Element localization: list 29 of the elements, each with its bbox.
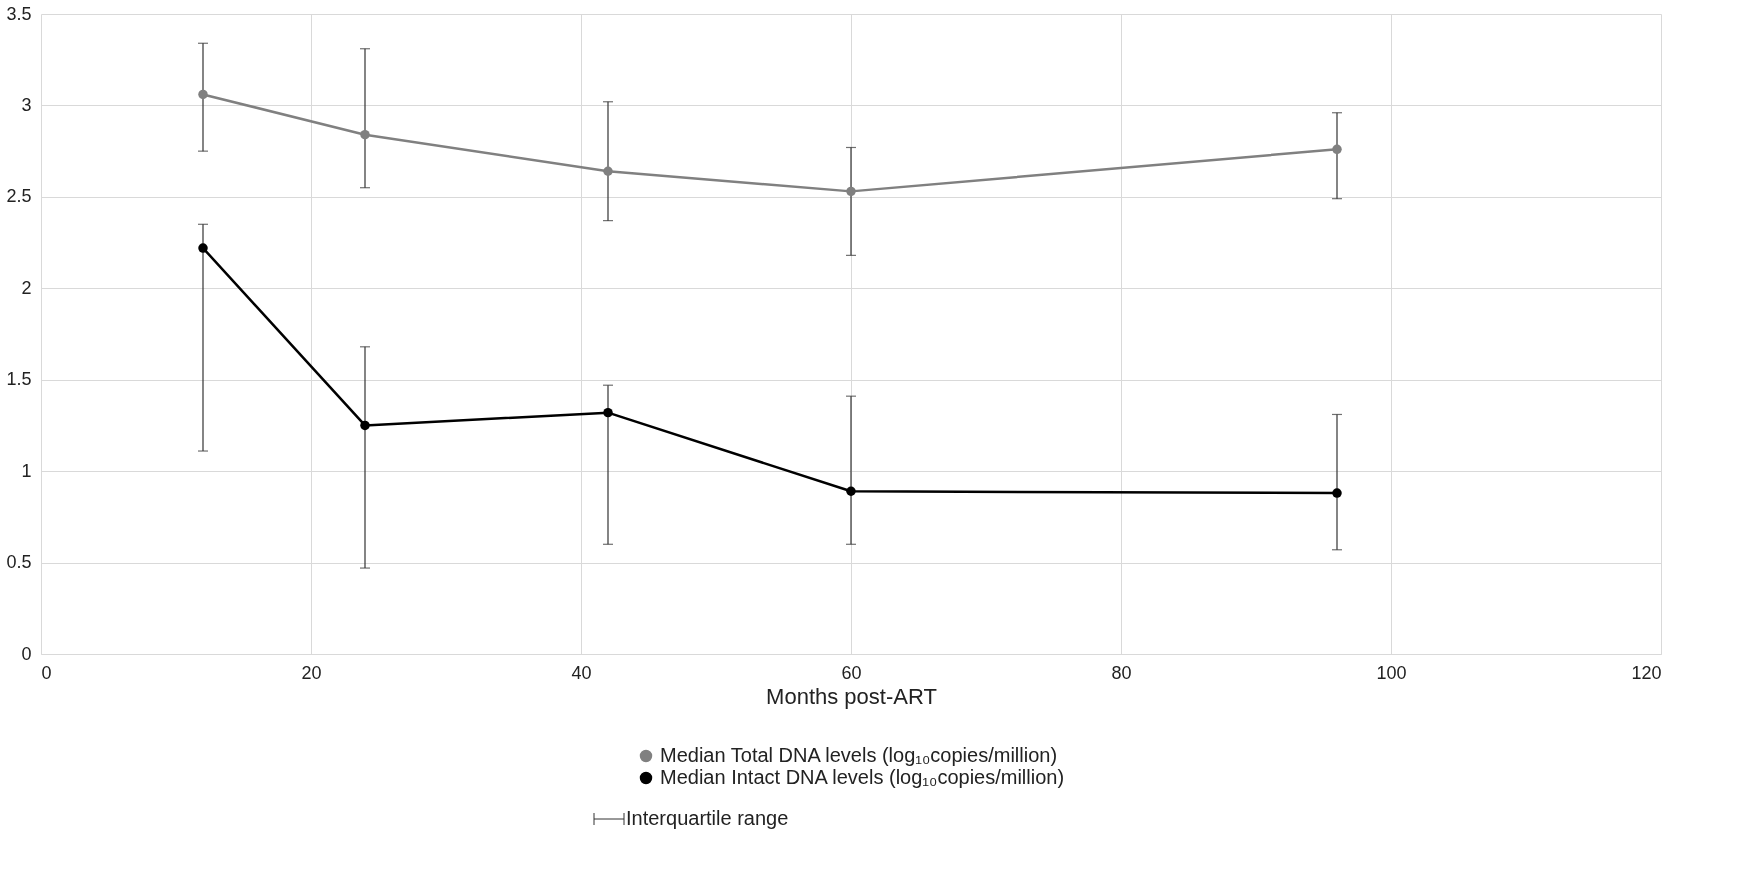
y-tick-label: 3 <box>21 94 32 115</box>
x-tick-label: 60 <box>841 662 862 683</box>
point <box>198 243 208 253</box>
x-tick-label: 80 <box>1111 662 1132 683</box>
x-tick-label: 40 <box>571 662 592 683</box>
legend-label: Median Total DNA levels (log₁₀copies/million) <box>660 744 1058 766</box>
point <box>603 166 613 176</box>
point <box>198 89 208 100</box>
x-tick-label: 120 <box>1631 662 1662 683</box>
text: Interquartile range <box>626 807 789 829</box>
y-tick-label: 0.5 <box>6 552 32 573</box>
x-tick-label: 20 <box>301 662 322 683</box>
point <box>846 186 856 197</box>
y-tick-label: 2.5 <box>6 186 32 207</box>
x-axis-title: Months post-ART <box>766 683 937 709</box>
point <box>360 129 370 140</box>
point <box>846 486 856 496</box>
y-tick-label: 1.5 <box>6 369 32 390</box>
point <box>1332 144 1342 155</box>
x-tick-label: 0 <box>41 662 52 683</box>
y-tick-label: 3.5 <box>6 3 32 24</box>
point <box>1332 488 1342 498</box>
y-tick-label: 2 <box>21 277 32 298</box>
x-tick-label: 100 <box>1376 662 1407 683</box>
y-tick-label: 0 <box>21 643 32 664</box>
point <box>360 420 370 431</box>
point <box>603 407 613 418</box>
y-tick-label: 1 <box>21 460 32 481</box>
legend-label: Median Intact DNA levels (log₁₀copies/million) <box>660 766 1065 788</box>
